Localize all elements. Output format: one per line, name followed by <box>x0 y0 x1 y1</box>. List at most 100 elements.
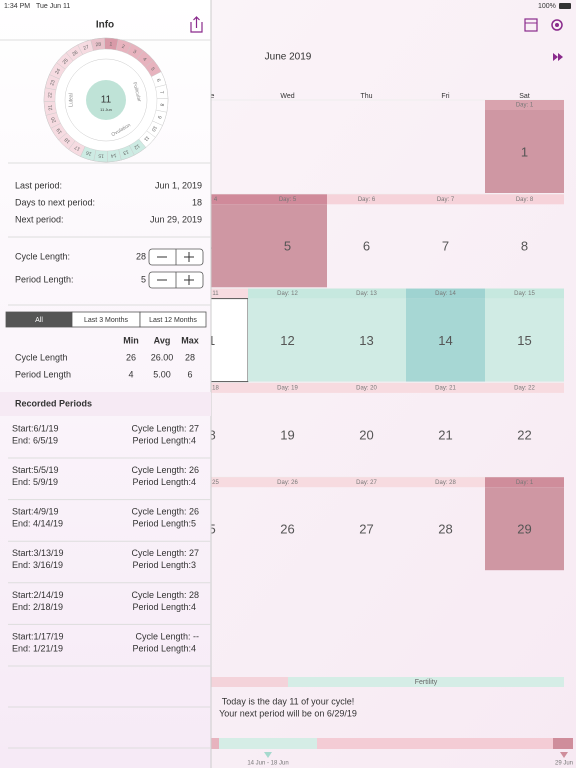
day-cell[interactable]: Day: 13 13 <box>327 288 406 382</box>
day-bar <box>327 477 406 488</box>
day-bar <box>485 288 564 299</box>
calendar-button[interactable] <box>524 18 538 32</box>
filter-tab[interactable]: Last 12 Months <box>139 311 207 328</box>
status-battery: 100% <box>538 3 556 10</box>
cycle-day: Day: 1 <box>516 103 534 109</box>
ring-day: 2 <box>121 44 126 51</box>
record-cycle: Cycle Length: -- <box>135 631 199 641</box>
day-bar <box>406 194 485 205</box>
day-cell[interactable]: Day: 20 20 <box>327 382 406 476</box>
period-record[interactable]: Start:5/5/19 End: 5/9/19 Cycle Length: 26 P… <box>8 465 211 501</box>
cycle-day: Day: 12 <box>277 291 298 297</box>
day-cell[interactable]: Day: 22 22 <box>485 382 564 476</box>
record-end: End: 5/9/19 <box>12 477 58 487</box>
filter-tab[interactable]: All <box>5 311 73 328</box>
ring-day: 1 <box>109 41 113 47</box>
day-bar <box>406 477 485 488</box>
date-number: 6 <box>363 239 370 254</box>
record-end: End: 6/5/19 <box>12 435 58 445</box>
tab-label: Last 12 Months <box>149 317 197 324</box>
day-cell[interactable]: Day: 21 21 <box>406 382 485 476</box>
period-record[interactable]: Start:1/17/19 End: 1/21/19 Cycle Length: -… <box>8 631 211 667</box>
ring-day: 21 <box>47 104 54 111</box>
timeline-segment <box>317 738 553 749</box>
stepper[interactable] <box>148 271 204 289</box>
day-cell[interactable]: Day: 6 6 <box>327 194 406 287</box>
stats-label: Cycle Length <box>15 352 68 362</box>
day-bar <box>327 382 406 393</box>
message-line: Your next period will be on 6/29/19 <box>219 708 357 718</box>
setting-value: 5 <box>141 274 146 284</box>
record-end: End: 4/14/19 <box>12 519 63 529</box>
record-period: Period Length:3 <box>132 560 196 570</box>
period-record[interactable]: Start:3/13/19 End: 3/16/19 Cycle Length: 2… <box>8 548 211 584</box>
timeline-label: 29 Jun <box>555 761 573 767</box>
fertility-band <box>288 677 564 687</box>
record-cycle: Cycle Length: 26 <box>131 507 199 517</box>
day-cell[interactable]: Day: 14 14 <box>406 288 485 382</box>
setting-value: 28 <box>136 251 146 261</box>
summary-label: Next period: <box>15 214 64 224</box>
ring-day: 6 <box>155 78 162 83</box>
day-cell[interactable]: Day: 7 7 <box>406 194 485 287</box>
day-cell[interactable]: Day: 15 15 <box>485 288 564 382</box>
ring-day: 17 <box>73 144 81 152</box>
day-background <box>406 298 485 382</box>
ring-day: 3 <box>132 49 138 56</box>
ring-day: 12 <box>133 142 141 150</box>
cycle-day: Day: 26 <box>277 480 298 486</box>
record-cycle: Cycle Length: 27 <box>131 548 199 558</box>
ring-day: 11 <box>142 134 150 142</box>
day-cell[interactable]: Day: 27 27 <box>327 477 406 570</box>
day-cell[interactable]: Day: 19 19 <box>248 382 327 476</box>
settings-button[interactable] <box>551 19 563 31</box>
record-end: End: 1/21/19 <box>12 643 63 653</box>
ring-day: 10 <box>150 125 158 133</box>
record-end: End: 2/18/19 <box>12 602 63 612</box>
status-date: Tue Jun 11 <box>36 3 70 10</box>
record-period: Period Length:4 <box>132 477 196 487</box>
ring-day: 8 <box>158 103 164 107</box>
ring-day: 26 <box>71 49 79 57</box>
day-cell[interactable]: Day: 26 26 <box>248 477 327 570</box>
day-background <box>248 204 327 288</box>
section-title: Recorded Periods <box>15 398 92 408</box>
filter-tab[interactable]: Last 3 Months <box>71 311 141 328</box>
stats-label: Period Length <box>15 369 71 379</box>
next-month-button[interactable] <box>553 53 563 61</box>
fertility-label: Fertility <box>415 679 438 686</box>
sidebar: Info 11 11 Jun Luteal Ovulation Follicul… <box>0 0 212 768</box>
day-cell[interactable]: Day: 1 1 <box>485 100 564 193</box>
date-number: 27 <box>359 522 373 537</box>
day-background <box>248 298 327 382</box>
day-bar <box>406 382 485 393</box>
message-line: Today is the day 11 of your cycle! <box>222 696 354 706</box>
period-record[interactable]: Start:4/9/19 End: 4/14/19 Cycle Length: 26… <box>8 507 211 542</box>
cycle-day: Day: 7 <box>437 197 455 203</box>
marker <box>264 752 272 758</box>
stats-value: 28 <box>185 352 195 362</box>
ring-day: 20 <box>50 116 58 124</box>
day-bar <box>248 477 327 488</box>
ring-segment <box>90 37 105 51</box>
day-background <box>485 110 564 193</box>
ring-day: 15 <box>98 152 104 158</box>
summary-label: Days to next period: <box>15 197 95 207</box>
day-cell[interactable]: Day: 12 12 <box>248 288 327 382</box>
date-number: 15 <box>517 333 531 348</box>
day-cell[interactable]: Day: 8 8 <box>485 194 564 287</box>
day-cell[interactable]: Day: 1 29 <box>485 477 564 571</box>
today-circle <box>86 80 126 120</box>
day-cell[interactable]: Day: 28 28 <box>406 477 485 570</box>
record-start: Start:6/1/19 <box>12 423 59 433</box>
day-cell[interactable]: Day: 5 5 <box>248 194 327 288</box>
stepper[interactable] <box>148 248 204 266</box>
share-button[interactable] <box>190 16 203 33</box>
ring-day: 19 <box>55 127 63 135</box>
period-record[interactable]: Start:6/1/19 End: 6/5/19 Cycle Length: 27 P… <box>8 423 211 459</box>
stats-value: 26 <box>126 352 136 362</box>
period-record[interactable]: Start:2/14/19 End: 2/18/19 Cycle Length: 2… <box>8 590 211 625</box>
ring-day: 4 <box>141 57 147 63</box>
